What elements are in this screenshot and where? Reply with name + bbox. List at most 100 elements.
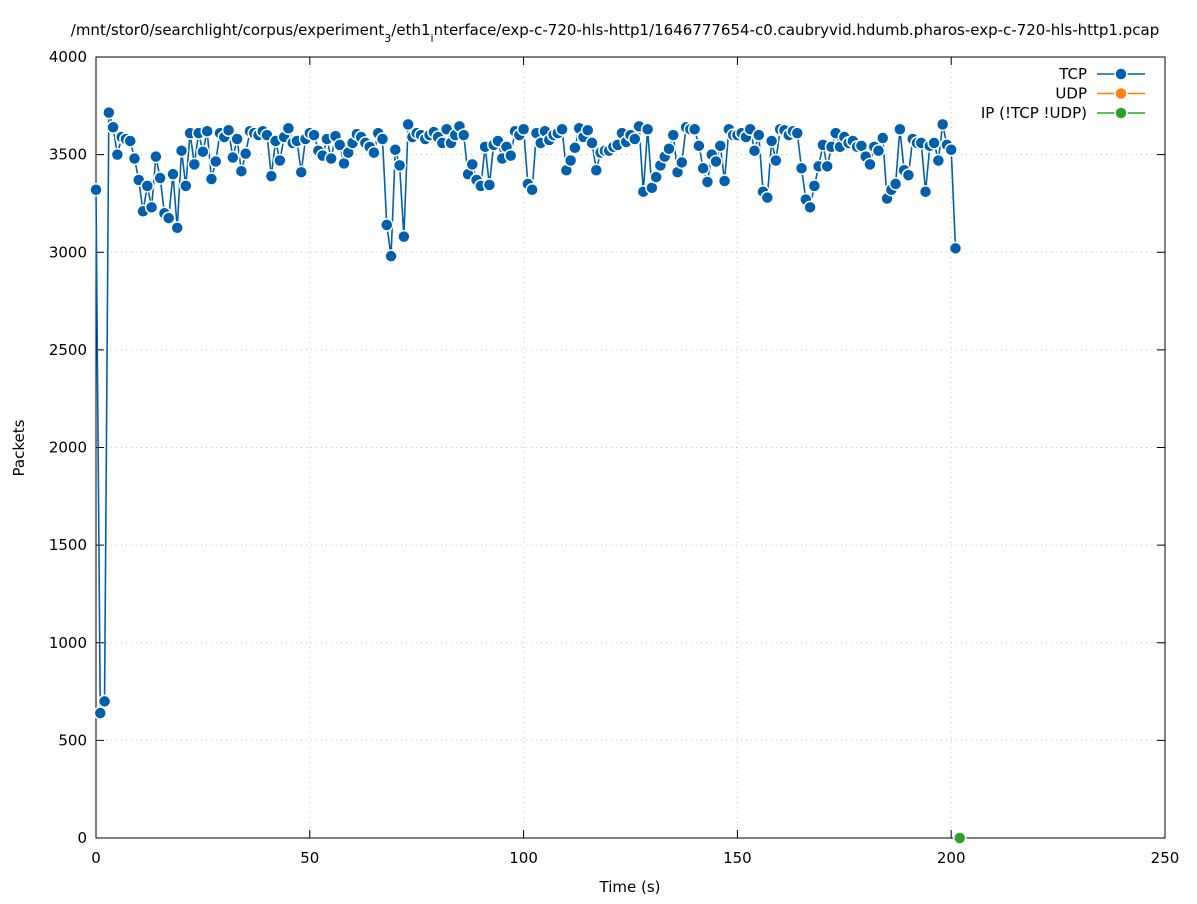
y-tick-label: 2500 [49,341,87,359]
data-point [893,122,907,136]
data-point [692,139,706,153]
data-point [675,155,689,170]
data-point [144,200,159,215]
data-point [273,153,287,168]
data-point [589,163,604,177]
data-point [102,105,116,120]
data-point [401,117,415,132]
data-point [97,694,112,709]
data-point [161,211,176,225]
title-part: /mnt/stor0/searchlight/corpus/experiment [71,21,385,39]
x-tick-label: 50 [300,849,319,867]
data-point [187,157,202,172]
chart-title: /mnt/stor0/searchlight/corpus/experiment… [71,21,1159,45]
title-part: nterface/exp-c-720-hls-http1/1646777654-… [434,21,1160,39]
data-point [179,179,193,193]
data-point [110,147,125,162]
data-point [196,144,210,159]
data-point [760,190,775,205]
x-tick-label: 150 [723,849,752,867]
data-point [226,150,240,165]
data-point [713,139,728,153]
data-point [918,184,933,199]
data-point [89,183,103,197]
data-point [935,117,950,132]
x-tick-label: 0 [91,849,101,867]
y-tick-label: 2000 [49,439,87,457]
data-point [397,229,411,244]
y-tick-label: 3000 [49,243,87,261]
data-point [927,136,941,150]
data-point [525,183,539,197]
data-point [687,122,702,136]
data-point [504,148,518,163]
data-point [294,165,308,179]
data-point [764,134,779,148]
data-point [324,151,338,166]
data-point [170,221,184,235]
data-point [375,132,390,146]
data-point [456,128,471,142]
data-point [208,154,223,169]
legend-label: TCP [1058,65,1087,83]
data-point [807,179,822,193]
data-point [281,121,296,136]
title-part: 3 [384,32,391,45]
x-tick-label: 100 [509,849,538,867]
data-point [388,142,403,157]
data-point [106,120,120,135]
legend-label: UDP [1055,85,1087,103]
data-point [640,122,655,136]
data-point [123,134,137,148]
y-tick-label: 1500 [49,536,87,554]
x-tick-label: 250 [1151,849,1180,867]
data-point [876,131,890,145]
data-point [127,151,142,166]
data-point [662,142,676,156]
data-point [380,218,394,232]
data-point [944,142,958,157]
data-point [204,172,219,186]
data-point [264,169,279,183]
data-point [790,126,805,140]
data-point [384,249,398,263]
data-point [803,200,817,215]
data-point [153,171,167,185]
data-point [234,164,249,178]
data-point [666,128,681,142]
data-point [820,159,834,174]
data-point [238,146,253,161]
y-tick-label: 500 [58,731,87,749]
data-point [166,167,180,181]
legend-marker [1114,67,1128,81]
data-point [93,706,108,720]
data-point [140,179,155,193]
x-tick-label: 200 [937,849,966,867]
data-point [769,153,783,168]
title-part: i [431,32,434,45]
data-point [568,141,582,155]
data-point [747,143,762,158]
data-point [901,168,916,182]
y-tick-label: 1000 [49,634,87,652]
data-point [516,122,531,136]
y-tick-label: 0 [77,829,87,847]
data-point [367,145,381,160]
data-point [888,177,903,191]
data-point [700,175,715,189]
x-axis-label: Time (s) [599,878,661,896]
data-point [696,161,710,176]
data-point [392,158,407,173]
title-part: /eth1 [391,21,430,39]
plot-frame [95,56,1166,839]
data-point [931,153,946,168]
y-tick-label: 3500 [49,146,87,164]
data-point [752,128,766,142]
legend-marker [1114,106,1128,120]
data-point [149,149,163,164]
data-point [465,157,480,172]
data-point [332,138,347,152]
data-point [585,136,599,150]
data-point [628,132,642,146]
